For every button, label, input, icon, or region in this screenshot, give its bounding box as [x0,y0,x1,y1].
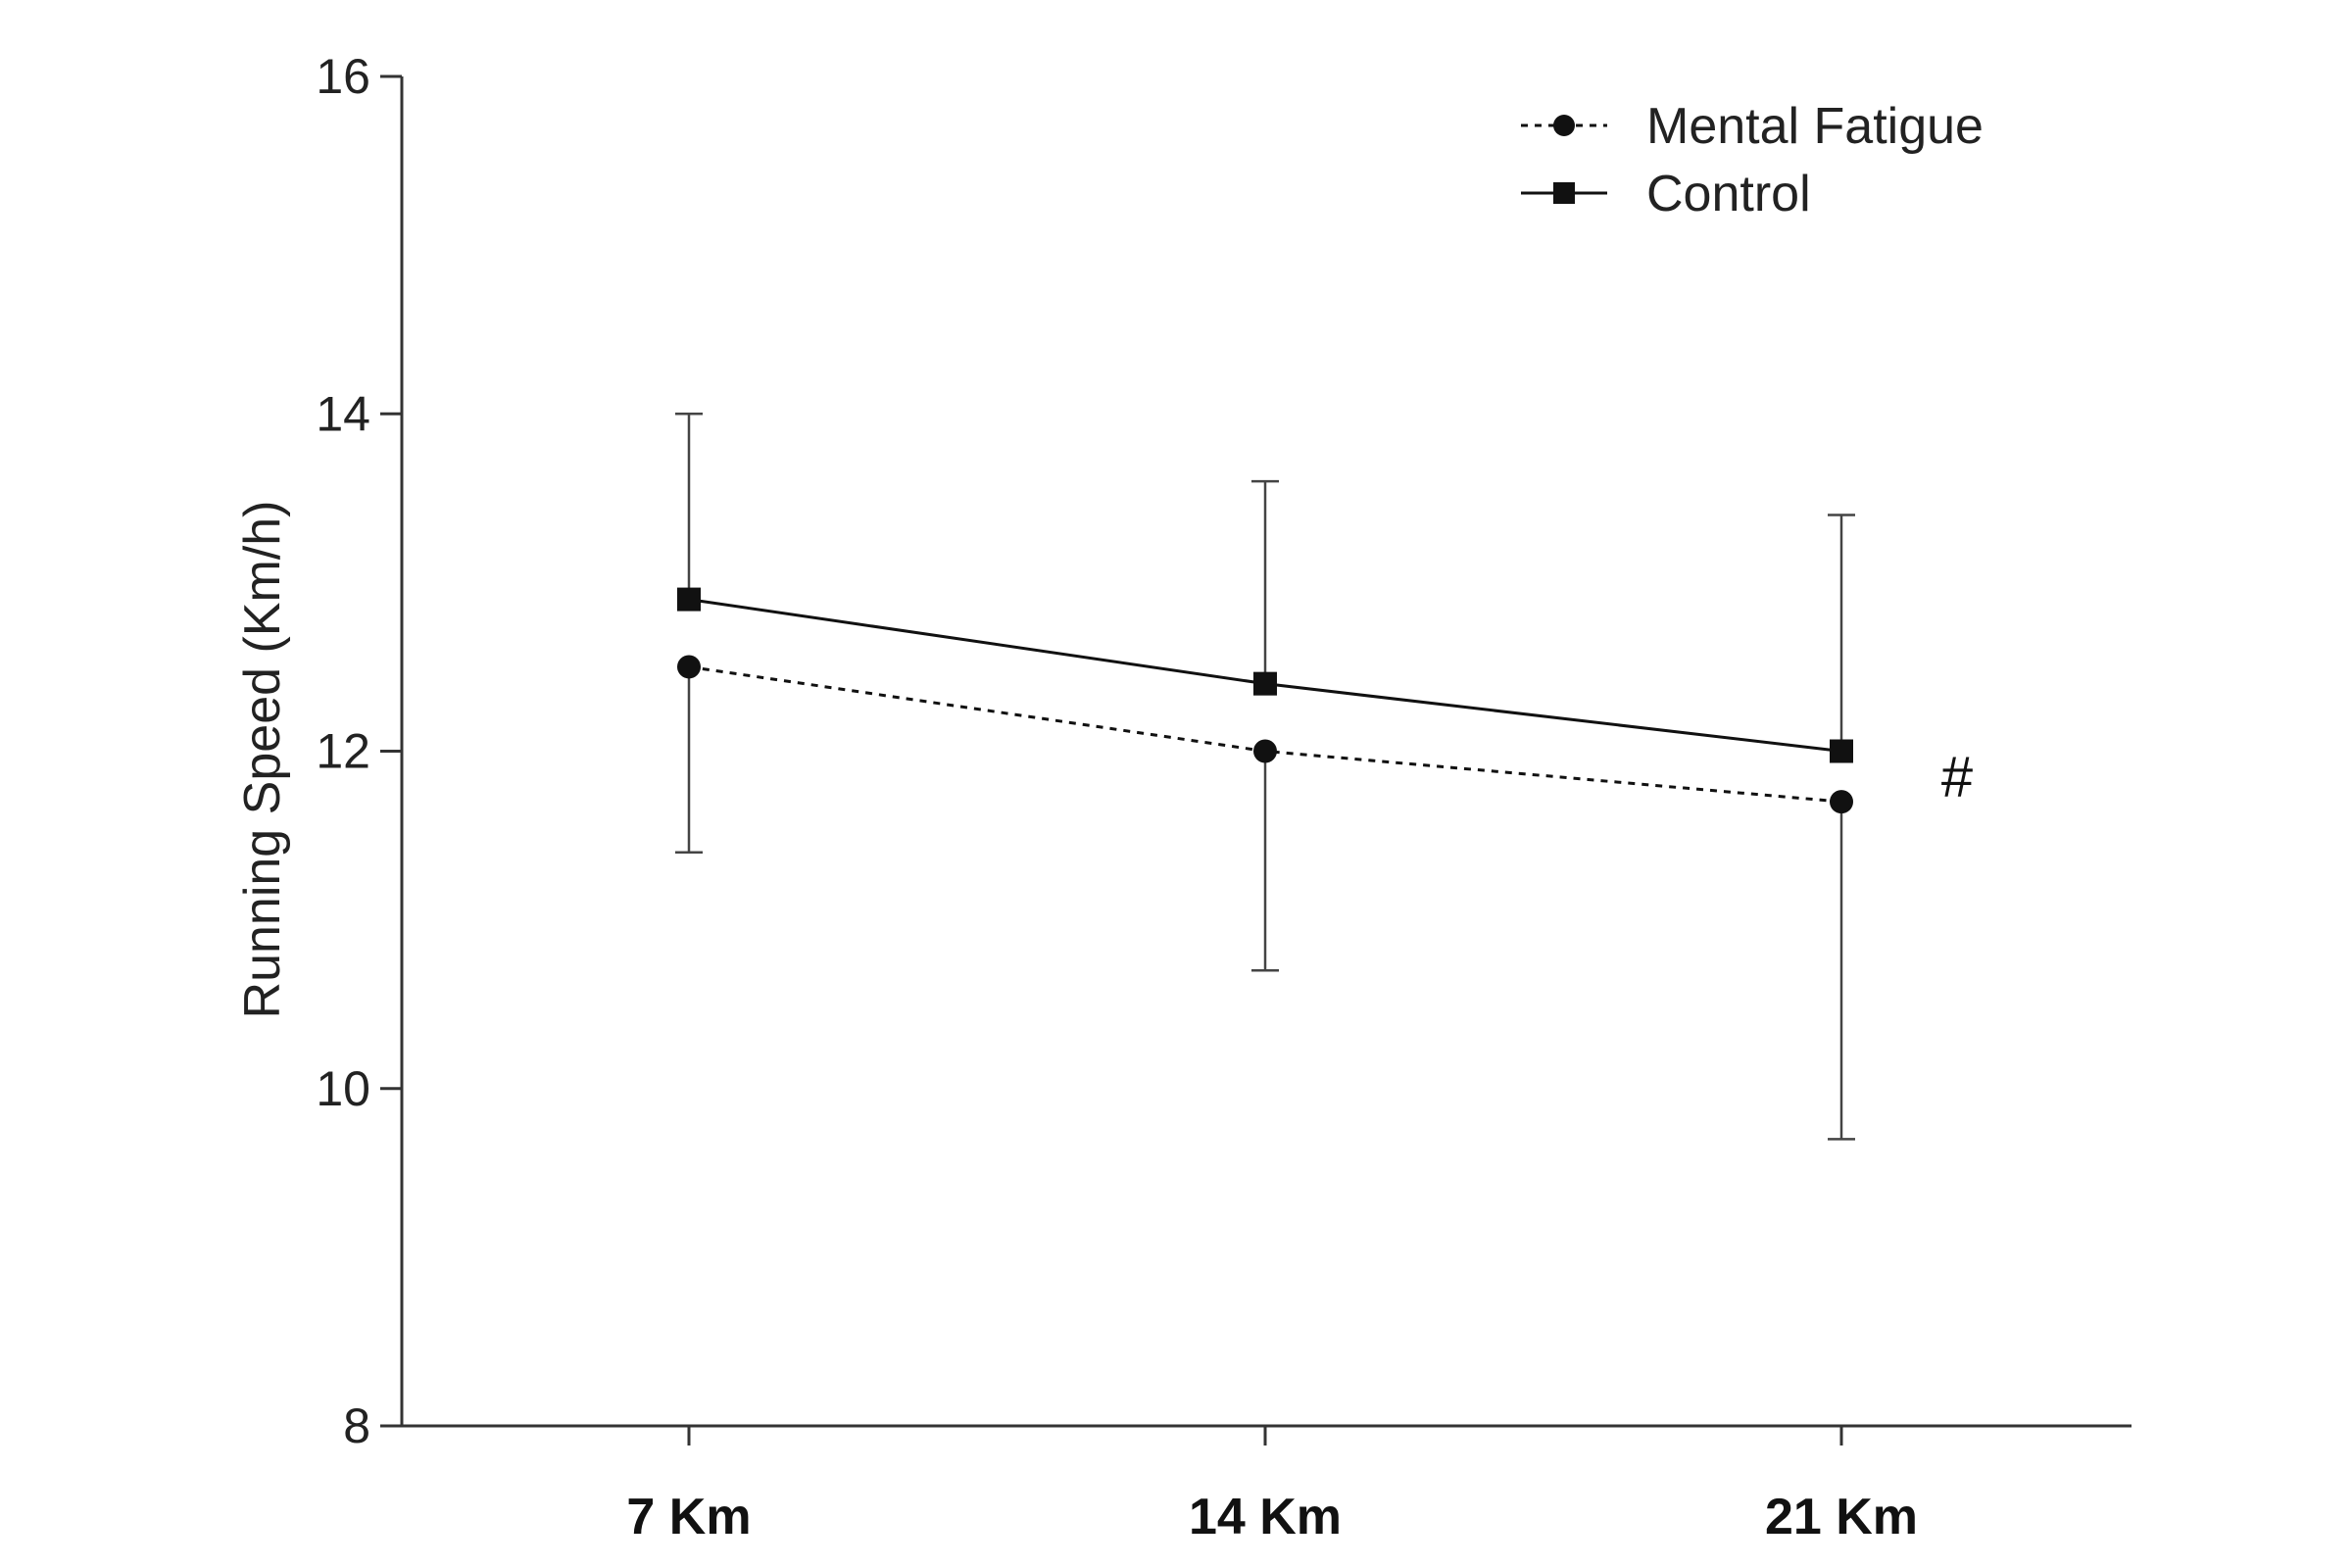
marker-square [1253,671,1277,696]
y-tick-label: 10 [316,1061,370,1116]
marker-square [677,587,701,612]
y-tick-label: 16 [316,49,370,104]
markers [677,587,1853,814]
marker-circle [1253,739,1277,763]
legend: Mental Fatigue Control [1521,98,1984,222]
marker-square [1830,739,1853,763]
x-tick-label: 14 Km [1189,1489,1342,1545]
y-tick-label: 14 [316,386,370,441]
legend-marker-square [1553,182,1575,204]
marker-circle [677,655,701,679]
y-ticks: 8 10 12 14 16 [316,49,402,1453]
x-ticks: 7 Km 14 Km 21 Km [626,1426,1918,1545]
y-axis-label: Running Speed (Km/h) [234,501,291,1019]
legend-label: Control [1646,166,1811,222]
marker-circle [1830,790,1853,814]
significance-annotation: # [1941,745,1973,808]
legend-marker-circle [1553,115,1575,136]
error-bars [675,413,1855,1141]
annotations: # [1941,745,1973,808]
legend-label: Mental Fatigue [1646,98,1984,155]
x-tick-label: 7 Km [626,1489,751,1545]
y-tick-label: 8 [343,1398,370,1453]
y-tick-label: 12 [316,724,370,779]
x-tick-label: 21 Km [1765,1489,1918,1545]
